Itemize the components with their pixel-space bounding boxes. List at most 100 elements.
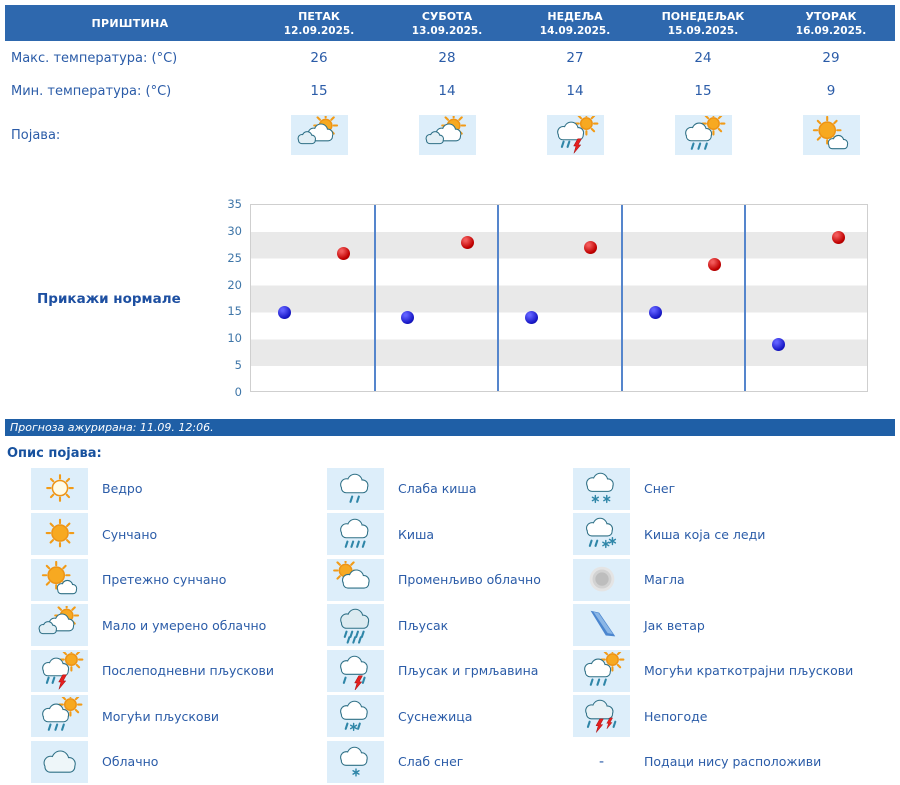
shower-icon: [327, 604, 384, 647]
legend-label: Послеподневни пљускови: [102, 663, 274, 679]
legend-item-afternoon-showers: Послеподневни пљускови: [5, 648, 301, 694]
day-header-5: УТОРАК 16.09.2025.: [767, 5, 895, 41]
legend-item-sunny: Сунчано: [5, 512, 301, 558]
day-name: ПОНЕДЕЉАК: [661, 10, 745, 23]
legend-label: Суснежица: [398, 708, 473, 724]
max-temp-value-day5: 29: [822, 50, 840, 66]
day-separator: [497, 205, 500, 391]
legend-item-cloudy: Облачно: [5, 739, 301, 785]
phenomenon-cell-day1: [255, 115, 383, 155]
snow-icon: [573, 467, 630, 510]
min-temp-value-day2: 14: [438, 83, 456, 99]
day-separator: [373, 205, 376, 391]
legend-label: Ведро: [102, 481, 143, 497]
legend-label: Сунчано: [102, 526, 158, 542]
day-separator: [744, 205, 747, 391]
day-header-1: ПЕТАК 12.09.2025.: [255, 5, 383, 41]
possible-brief-showers-icon: [674, 115, 732, 155]
day-date: 16.09.2025.: [795, 25, 867, 37]
temperature-chart-section: Прикажи нормале 0 5 10 15 20 25 30 35: [5, 163, 895, 413]
legend-label: Пљусак и грмљавина: [398, 663, 539, 679]
legend-label: Киша која се леди: [644, 526, 766, 542]
location-header: ПРИШТИНА: [91, 16, 169, 30]
phenomenon-cell-day5: [767, 115, 895, 155]
min-temp-value-day3: 14: [566, 83, 584, 99]
legend-item-variable-cloudy: Променљиво облачно: [301, 557, 547, 603]
day-header-3: НЕДЕЉА 14.09.2025.: [511, 5, 639, 41]
legend-label: Променљиво облачно: [398, 572, 541, 588]
possible-showers-icon: [31, 695, 88, 738]
possible-brief-showers-icon: [573, 649, 630, 692]
legend-label: Јак ветар: [644, 617, 705, 633]
day-date: 14.09.2025.: [539, 25, 611, 37]
y-tick-10: 10: [227, 331, 242, 346]
partly-cloudy-icon: [418, 115, 476, 155]
min-temp-value-day5: 9: [826, 83, 836, 99]
legend-label: Мало и умерено облачно: [102, 617, 267, 633]
max-temp-point-day3: [584, 241, 598, 255]
legend-item-possible-showers: Могући пљускови: [5, 694, 301, 740]
y-tick-30: 30: [227, 223, 242, 238]
show-normals-link[interactable]: Прикажи нормале: [37, 291, 181, 307]
min-temperature-row: Мин. температура: (°C) 15 14 14 15 9: [5, 75, 895, 107]
rain-icon: [327, 513, 384, 556]
partly-cloudy-icon: [290, 115, 348, 155]
day-date: 12.09.2025.: [283, 25, 355, 37]
cloudy-icon: [31, 740, 88, 783]
legend-item-light-snow: Слаб снег: [301, 739, 547, 785]
mostly-sunny-icon: [802, 115, 860, 155]
min-temp-point-day1: [277, 305, 291, 319]
legend-item-fog: Магла: [547, 557, 895, 603]
min-temp-point-day3: [525, 311, 539, 325]
max-temperature-row: Макс. температура: (°C) 26 28 27 24 29: [5, 41, 895, 75]
clear-icon: [31, 467, 88, 510]
y-tick-35: 35: [227, 197, 242, 211]
afternoon-showers-icon: [31, 649, 88, 692]
legend-item-possible-brief-showers: Могући краткотрајни пљускови: [547, 648, 895, 694]
day-separator: [620, 205, 623, 391]
max-temp-point-day2: [460, 236, 474, 250]
y-tick-25: 25: [227, 250, 242, 265]
day-name: СУБОТА: [421, 10, 473, 23]
variable-cloudy-icon: [327, 558, 384, 601]
light-snow-icon: [327, 740, 384, 783]
max-temp-point-day1: [337, 246, 351, 260]
legend-item-freezing-rain: Киша која се леди: [547, 512, 895, 558]
sleet-icon: [327, 695, 384, 738]
max-temp-point-day5: [831, 230, 845, 244]
day-name: НЕДЕЉА: [547, 10, 603, 23]
legend-label: Непогоде: [644, 708, 708, 724]
legend-item-storm: Непогоде: [547, 694, 895, 740]
y-tick-20: 20: [227, 277, 242, 292]
legend-label: Подаци нису расположиви: [644, 754, 822, 770]
phenomenon-cell-day4: [639, 115, 767, 155]
legend-label: Киша: [398, 526, 435, 542]
min-temp-label: Мин. температура: (°C): [11, 83, 172, 99]
legend-label: Облачно: [102, 754, 159, 770]
day-name: ПЕТАК: [298, 10, 340, 23]
max-temp-value-day1: 26: [310, 50, 328, 66]
table-header-row: ПРИШТИНА ПЕТАК 12.09.2025. СУБОТА 13.09.202…: [5, 5, 895, 41]
phenomenon-label: Појава:: [11, 127, 61, 143]
legend-label: Магла: [644, 572, 685, 588]
fog-icon: [573, 558, 630, 601]
y-tick-15: 15: [227, 304, 242, 319]
legend-item-sleet: Суснежица: [301, 694, 547, 740]
phenomenon-cell-day3: [511, 115, 639, 155]
no-data-symbol: -: [598, 753, 605, 770]
legend-item-shower: Пљусак: [301, 603, 547, 649]
partly-cloudy-icon: [31, 604, 88, 647]
legend-item-partly-cloudy: Мало и умерено облачно: [5, 603, 301, 649]
legend-item-mostly-sunny: Претежно сунчано: [5, 557, 301, 603]
storm-icon: [573, 695, 630, 738]
forecast-updated-bar: Прогноза ажурирана: 11.09. 12:06.: [5, 419, 895, 436]
strong-wind-icon: [573, 604, 630, 647]
day-date: 15.09.2025.: [667, 25, 739, 37]
shower-thunder-icon: [327, 649, 384, 692]
min-temp-value-day4: 15: [694, 83, 712, 99]
legend-item-strong-wind: Јак ветар: [547, 603, 895, 649]
phenomenon-cell-day2: [383, 115, 511, 155]
sunny-icon: [31, 513, 88, 556]
legend-item-shower-thunder: Пљусак и грмљавина: [301, 648, 547, 694]
legend-label: Могући пљускови: [102, 708, 220, 724]
